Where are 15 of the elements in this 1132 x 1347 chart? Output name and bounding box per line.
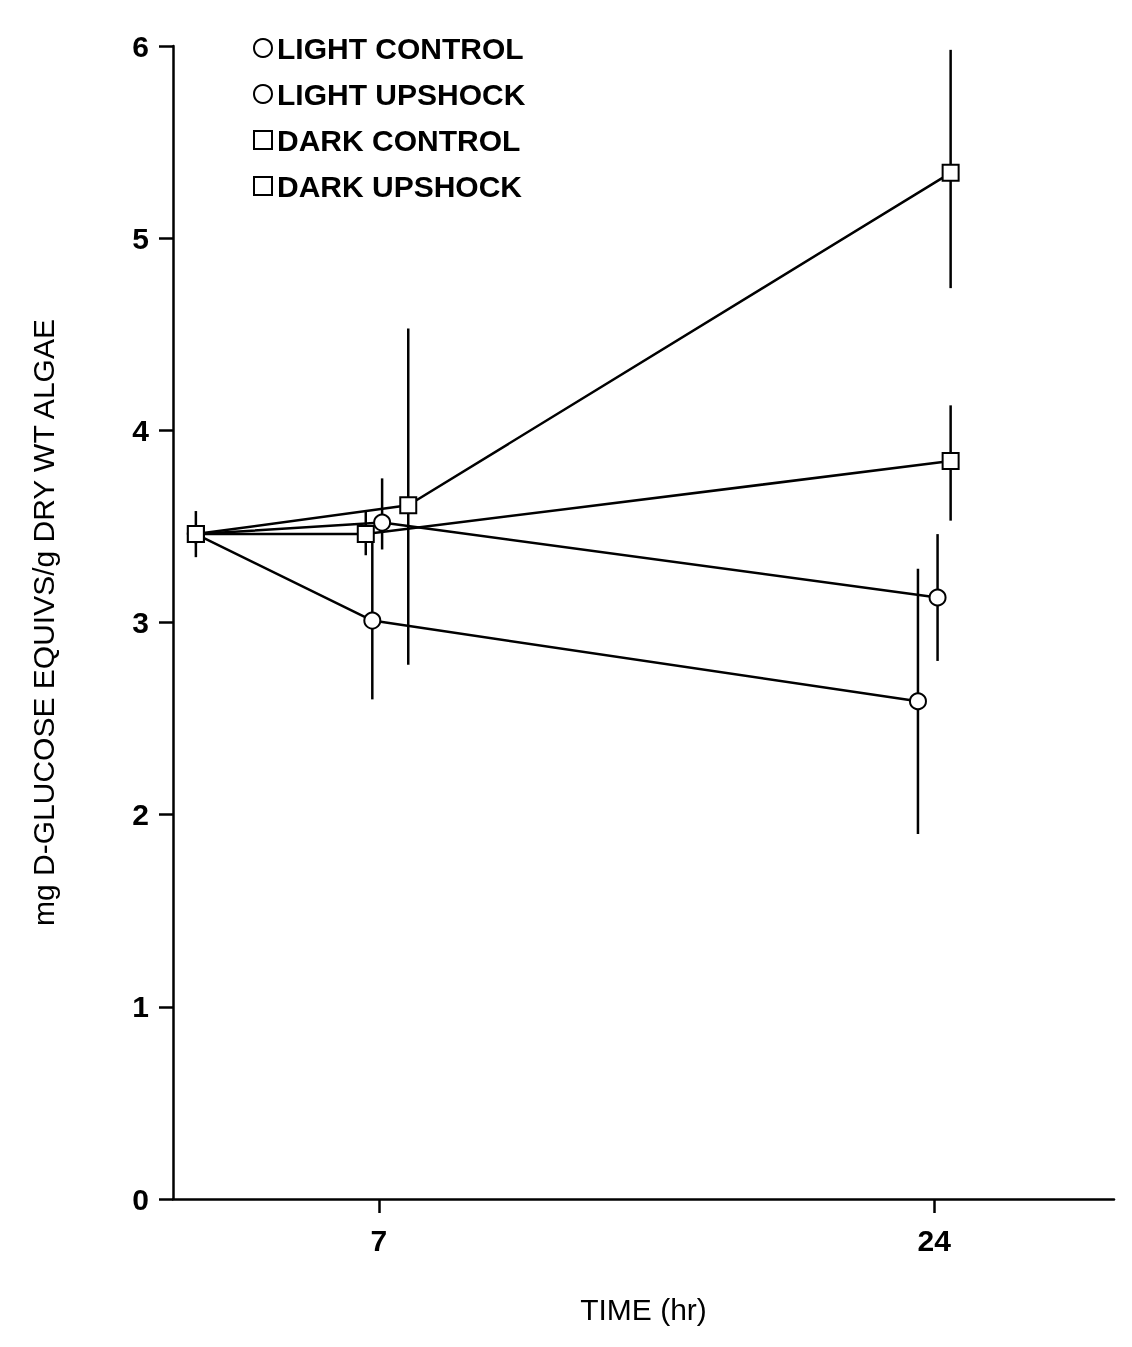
x-tick-label: 7 [370, 1223, 388, 1257]
y-tick-label: 4 [132, 413, 150, 447]
y-axis-title: mg D-GLUCOSE EQUIVS/g DRY WT ALGAE [26, 319, 60, 926]
x-axis-title: TIME (hr) [580, 1292, 707, 1326]
legend-label: DARK UPSHOCK [277, 169, 523, 203]
y-tick-label: 2 [132, 798, 149, 832]
y-tick-label: 6 [132, 29, 149, 63]
legend-label: LIGHT CONTROL [277, 31, 524, 65]
x-tick-label: 24 [917, 1223, 952, 1257]
legend-label: DARK CONTROL [277, 123, 521, 157]
y-tick-label: 5 [132, 221, 149, 255]
y-tick-label: 3 [132, 606, 149, 639]
y-tick-label: 1 [132, 990, 149, 1024]
y-tick-label: 0 [132, 1182, 149, 1216]
legend-label: LIGHT UPSHOCK [277, 77, 526, 111]
